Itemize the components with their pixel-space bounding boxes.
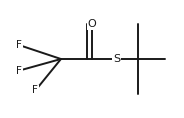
Text: F: F (16, 40, 22, 50)
Text: F: F (32, 85, 38, 95)
Text: F: F (16, 66, 22, 76)
Text: S: S (113, 54, 120, 64)
Text: O: O (88, 19, 96, 29)
